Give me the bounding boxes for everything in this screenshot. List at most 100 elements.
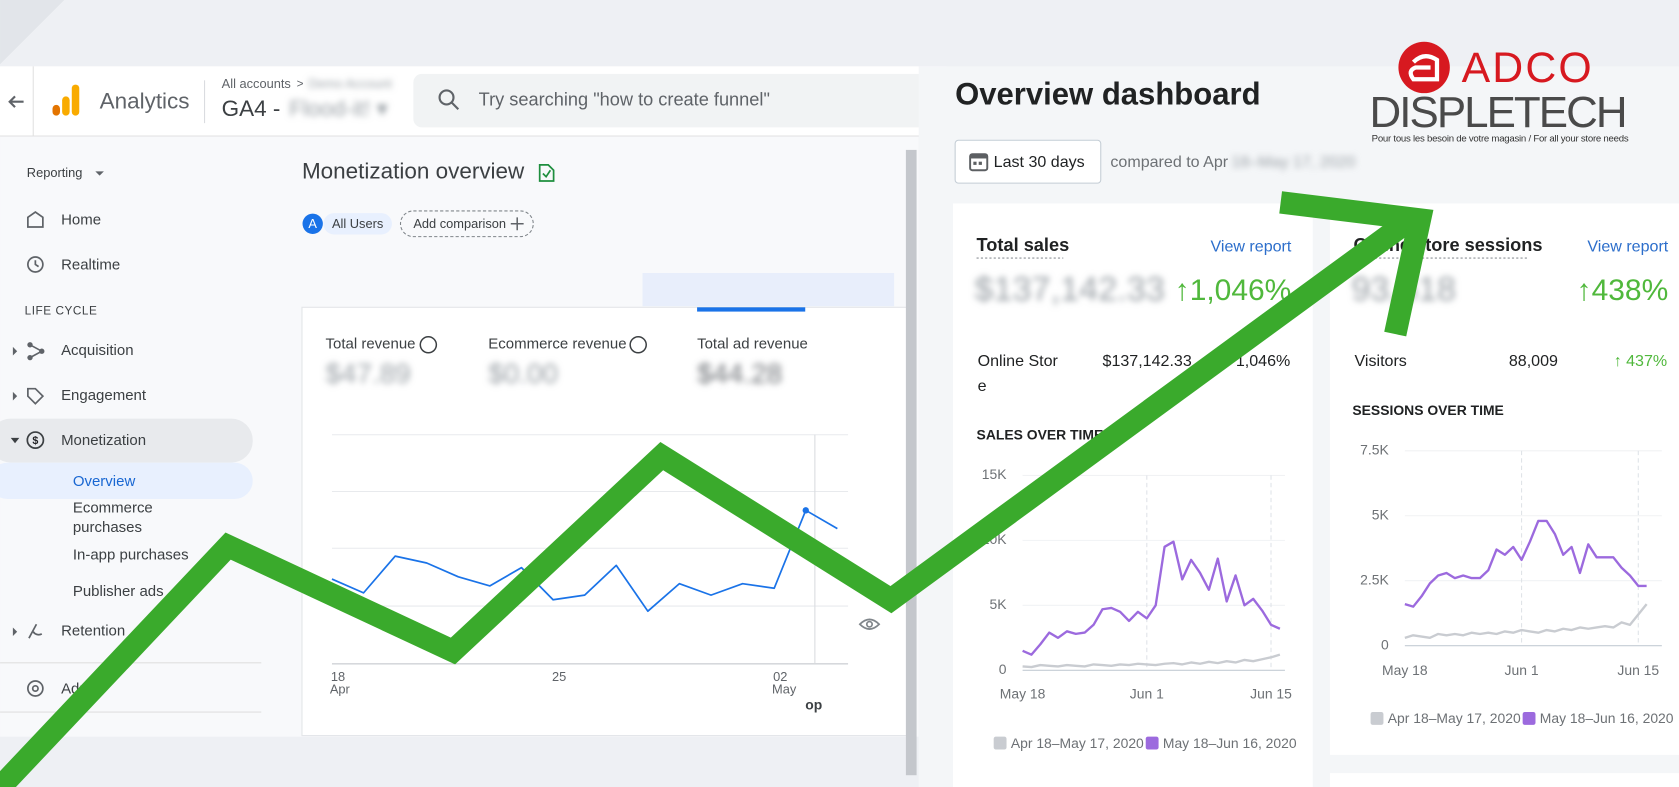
y-tick-label: 2.5K — [1360, 571, 1389, 587]
nav-highlight — [0, 418, 253, 463]
sessions-card — [1329, 203, 1679, 755]
metric-value: $47.89 — [326, 358, 411, 389]
calendar-icon — [969, 153, 989, 172]
subnav-item[interactable]: Ecommerce — [73, 500, 153, 517]
account-name: Demo Account — [308, 76, 392, 91]
nav-item[interactable]: Monetization — [61, 432, 146, 449]
y-tick-label: 15K — [982, 466, 1007, 482]
metric-label[interactable]: Total revenue — [326, 336, 416, 353]
view-report[interactable]: View report — [1210, 238, 1291, 256]
segment-chip[interactable] — [323, 213, 392, 235]
legend-swatch — [1522, 712, 1536, 725]
card-change: ↑1,046% — [1175, 274, 1292, 307]
property-name[interactable]: Flood-it! ▾ — [289, 96, 388, 121]
cut-label: op — [805, 696, 822, 712]
nav-item[interactable]: Engagement — [61, 387, 147, 404]
nav-item[interactable]: Home — [61, 212, 101, 229]
metric-label[interactable]: Ecommerce revenue — [488, 336, 626, 353]
chart-title: SALES OVER TIME — [977, 426, 1104, 442]
series-line — [1404, 519, 1647, 608]
y-tick-label: 0 — [1381, 636, 1389, 652]
x-tick-label: May 18 — [1000, 686, 1046, 702]
logo-name: DISPLETECH — [1370, 88, 1629, 137]
home-icon — [27, 210, 44, 228]
nav-item[interactable]: Realtime — [61, 256, 120, 273]
x-tick-label: 02 May — [772, 669, 797, 697]
subnav-item[interactable]: purchases — [73, 519, 142, 536]
scrollbar[interactable] — [905, 149, 917, 776]
card-title[interactable]: Total sales — [977, 235, 1070, 255]
add-comparison-button[interactable] — [399, 210, 534, 238]
subnav-highlight — [0, 462, 253, 499]
compared-label: compared to Apr — [1110, 153, 1228, 171]
search-placeholder: Try searching "how to create funnel" — [479, 89, 770, 109]
retention-icon — [28, 623, 43, 639]
acquisition-icon — [27, 342, 45, 361]
search-icon — [438, 89, 460, 110]
x-tick-label: Jun 1 — [1130, 686, 1164, 702]
engagement-icon — [27, 387, 45, 405]
plus-icon — [510, 217, 524, 231]
admin-icon — [27, 680, 44, 697]
y-tick-label: 5K — [1372, 506, 1390, 522]
date-button[interactable] — [954, 139, 1102, 184]
page-title: Monetization overview — [302, 158, 525, 183]
row-label: Online Stor — [978, 352, 1059, 370]
eye-icon[interactable] — [858, 618, 881, 630]
subnav-item[interactable]: In-app purchases — [73, 547, 189, 564]
legend-label: Apr 18–May 17, 2020 — [1011, 735, 1144, 751]
metric-value: $44.28 — [697, 358, 782, 389]
metric-value: $0.00 — [488, 358, 558, 389]
logo-tagline: Pour tous les besoin de votre magasin / … — [1372, 134, 1629, 145]
series-line — [1404, 603, 1648, 640]
segment-badge: A — [308, 216, 317, 231]
dashboard-title: Overview dashboard — [955, 77, 1260, 112]
y-tick-label: 5K — [990, 596, 1008, 612]
nav-item[interactable]: Retention — [61, 623, 125, 640]
x-tick-label: 18 Apr — [330, 669, 351, 697]
tab-strip — [642, 273, 895, 307]
legend-label: May 18–Jun 16, 2020 — [1540, 710, 1674, 726]
y-tick-label: 7.5K — [1360, 441, 1389, 457]
legend-swatch — [1145, 736, 1159, 750]
search-box[interactable] — [413, 73, 949, 128]
x-tick-label: Jun 15 — [1617, 662, 1659, 678]
next-card — [1329, 773, 1679, 787]
chart-title: SESSIONS OVER TIME — [1352, 402, 1503, 418]
subnav-item[interactable]: Overview — [73, 473, 136, 490]
expand-caret — [12, 391, 18, 401]
reporting-label[interactable]: Reporting — [27, 165, 83, 180]
legend-label: Apr 18–May 17, 2020 — [1388, 710, 1521, 726]
add-comparison-label: Add comparison — [413, 216, 506, 231]
corner-shade — [0, 0, 65, 65]
expand-caret — [12, 627, 18, 637]
segment-badge-bg — [302, 213, 323, 234]
analytics-logo — [52, 84, 80, 116]
svg-text:$: $ — [32, 435, 38, 447]
row-label: e — [978, 377, 987, 395]
row-change: ↑ 437% — [1614, 352, 1668, 370]
breadcrumb[interactable]: All accounts — [222, 76, 291, 91]
series-line — [1022, 540, 1281, 656]
view-report[interactable]: View report — [1587, 238, 1668, 256]
metric-label[interactable]: Total ad revenue — [697, 336, 808, 353]
back-button[interactable] — [8, 95, 24, 108]
subnav-item[interactable]: Publisher ads — [73, 583, 164, 600]
realtime-icon — [27, 256, 44, 273]
sales-card — [952, 203, 1313, 787]
revenue-chart: 18 Apr 25 02 May — [330, 507, 838, 697]
x-tick-label: Jun 15 — [1250, 686, 1292, 702]
card-total: $137,142.33 — [974, 270, 1164, 308]
series-line — [331, 509, 838, 613]
segment-name: All Users — [332, 216, 383, 231]
nav-item[interactable]: Acquisition — [61, 342, 133, 359]
property-prefix: GA4 - — [222, 96, 281, 121]
verified-icon — [538, 164, 555, 182]
y-tick-label: 0 — [999, 661, 1007, 677]
help-icon — [419, 336, 647, 354]
x-tick-label: May 18 — [1382, 662, 1428, 678]
series-line — [1022, 653, 1281, 669]
